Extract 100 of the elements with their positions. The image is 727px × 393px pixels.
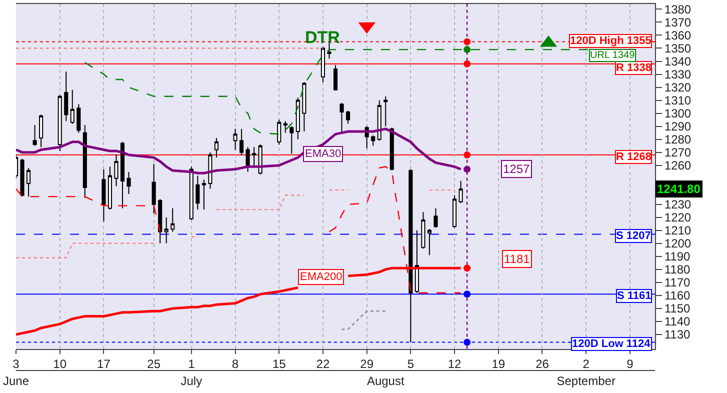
candlestick bbox=[377, 100, 382, 142]
line-series bbox=[16, 128, 462, 174]
y-tick-label: 1180 bbox=[664, 262, 691, 277]
y-tick-label: 1270 bbox=[664, 146, 692, 160]
ref-line-label: R 1338 bbox=[616, 62, 652, 74]
candlestick bbox=[320, 46, 326, 83]
candlestick bbox=[202, 179, 206, 210]
candlestick bbox=[26, 167, 31, 198]
x-tick-label: 29 bbox=[360, 357, 374, 372]
candlestick bbox=[290, 126, 294, 154]
candlestick bbox=[421, 212, 426, 250]
candlestick bbox=[346, 110, 350, 124]
candlestick bbox=[208, 152, 212, 190]
annotation: DTR bbox=[305, 28, 340, 47]
y-tick-label: 1160 bbox=[664, 288, 691, 303]
candlestick bbox=[214, 138, 219, 158]
x-tick-label: 8 bbox=[232, 357, 239, 372]
candlestick bbox=[390, 127, 394, 172]
candlestick bbox=[327, 41, 332, 60]
y-tick-label: 1210 bbox=[664, 224, 692, 238]
y-tick-label: 1340 bbox=[664, 54, 692, 68]
candlestick bbox=[120, 141, 125, 209]
y-tick-label: 1380 bbox=[664, 2, 692, 16]
ref-line-label: 120D High 1355 bbox=[570, 35, 652, 47]
ref-line-label: 120D Low 1124 bbox=[572, 338, 652, 350]
point bbox=[464, 166, 471, 173]
x-tick-label: 12 bbox=[448, 357, 462, 372]
point bbox=[464, 290, 471, 298]
x-tick-label: 1 bbox=[188, 357, 196, 372]
candlestick bbox=[108, 166, 112, 210]
candlestick bbox=[283, 120, 288, 134]
candlestick bbox=[170, 208, 175, 232]
candlestick bbox=[296, 97, 300, 140]
candlestick bbox=[64, 71, 68, 122]
y-tick-label: 1190 bbox=[664, 250, 691, 264]
point bbox=[464, 46, 471, 54]
annotation: EMA30 bbox=[305, 148, 342, 160]
candlestick bbox=[152, 164, 156, 214]
candlestick bbox=[246, 146, 250, 172]
y-tick-label: 1220 bbox=[664, 210, 692, 225]
point bbox=[464, 60, 471, 68]
candlestick bbox=[277, 119, 282, 146]
y-tick-label: 1370 bbox=[664, 15, 692, 30]
candlestick bbox=[189, 166, 194, 220]
annotation: 1181 bbox=[504, 252, 530, 266]
ref-line-label: R 1268 bbox=[616, 151, 652, 163]
x-tick-label: 15 bbox=[272, 357, 286, 372]
ref-line-label: S 1207 bbox=[616, 230, 651, 242]
y-tick-label: 1320 bbox=[664, 80, 692, 94]
y-tick-label: 1300 bbox=[664, 106, 692, 120]
x-tick-label: 5 bbox=[407, 357, 414, 372]
ref-line-label: S 1161 bbox=[617, 290, 652, 302]
candlestick bbox=[434, 208, 438, 228]
candlestick bbox=[371, 134, 376, 146]
point bbox=[464, 338, 471, 346]
point bbox=[464, 264, 471, 272]
candlestick bbox=[20, 158, 24, 198]
y-tick-label: 1170 bbox=[664, 276, 691, 290]
y-tick-label: 1360 bbox=[664, 28, 692, 42]
candlestick bbox=[164, 216, 168, 244]
x-tick-label: 10 bbox=[53, 357, 67, 372]
y-tick-label: 1350 bbox=[664, 41, 692, 56]
candlestick bbox=[114, 154, 118, 187]
candlestick bbox=[239, 128, 244, 156]
x-tick-label: 25 bbox=[147, 357, 161, 372]
x-tick-label: 22 bbox=[316, 357, 330, 372]
x-tick-label: 19 bbox=[492, 357, 506, 372]
candlestick bbox=[340, 102, 344, 134]
y-tick-label: 1310 bbox=[664, 93, 692, 108]
candlestick bbox=[452, 194, 457, 228]
candlestick bbox=[196, 175, 200, 210]
y-tick-label: 1280 bbox=[664, 132, 692, 147]
annotation: 1257 bbox=[503, 162, 530, 176]
x2-tick-label: July bbox=[180, 374, 202, 388]
x2-tick-label: August bbox=[366, 374, 405, 388]
x2-tick-label: September bbox=[556, 374, 616, 388]
y-tick-label: 1230 bbox=[664, 198, 692, 212]
candlestick bbox=[158, 198, 162, 244]
x-tick-label: 17 bbox=[97, 357, 111, 372]
candlestick bbox=[76, 104, 81, 134]
candlestick bbox=[384, 96, 388, 127]
candlestick bbox=[70, 89, 74, 124]
y-tick-label: 1150 bbox=[664, 302, 691, 316]
y-tick-label: 1200 bbox=[664, 236, 692, 251]
candlestick bbox=[82, 124, 87, 198]
candlestick bbox=[233, 128, 238, 150]
y-tick-label: 1140 bbox=[664, 314, 691, 329]
candlestick bbox=[102, 168, 106, 222]
x-tick-label: 26 bbox=[536, 357, 550, 372]
x-tick-label: 2 bbox=[582, 357, 590, 372]
y-tick-label: 1330 bbox=[664, 67, 692, 82]
candlestick bbox=[126, 171, 131, 194]
candlestick bbox=[302, 82, 306, 132]
y-tick-label: 1290 bbox=[664, 120, 692, 134]
y-tick-label: 1260 bbox=[664, 158, 692, 173]
candlestick bbox=[414, 230, 419, 294]
candlestick bbox=[427, 228, 432, 256]
text: 1241.80 bbox=[657, 182, 701, 196]
candlestick bbox=[32, 124, 37, 146]
candlestick bbox=[458, 180, 463, 204]
